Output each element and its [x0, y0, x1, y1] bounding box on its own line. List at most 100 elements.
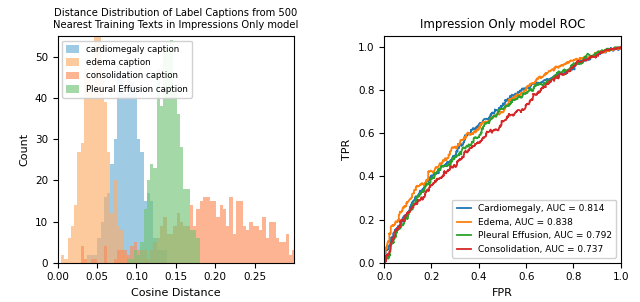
Pleural Effusion, AUC = 0.792 — [598, 49, 605, 52]
Bar — [183, 189, 186, 263]
Consolidation, AUC = 0.737 — [388, 241, 396, 244]
Bar — [150, 164, 154, 263]
Bar — [94, 259, 97, 263]
Pleural Effusion, AUC = 0.792 — [411, 202, 419, 206]
Bar — [213, 201, 216, 263]
Bar — [279, 242, 282, 263]
Bar — [163, 250, 166, 263]
Bar — [160, 106, 163, 263]
Bar — [140, 242, 143, 263]
Bar — [166, 234, 170, 263]
Bar — [137, 139, 140, 263]
Cardiomegaly, AUC = 0.814 — [600, 50, 607, 54]
Bar — [177, 213, 180, 263]
Bar — [127, 57, 131, 263]
Bar — [81, 143, 84, 263]
Bar — [150, 201, 154, 263]
Bar — [166, 49, 170, 263]
Bar — [91, 259, 94, 263]
Title: Distance Distribution of Label Captions from 500
Nearest Training Texts in Impre: Distance Distribution of Label Captions … — [53, 8, 299, 30]
Y-axis label: TPR: TPR — [342, 139, 353, 160]
Bar — [137, 255, 140, 263]
Bar — [229, 197, 233, 263]
Consolidation, AUC = 0.737 — [617, 45, 625, 49]
Bar — [91, 255, 94, 263]
Bar — [124, 250, 127, 263]
Bar — [276, 238, 279, 263]
Consolidation, AUC = 0.737 — [380, 261, 388, 265]
Bar — [134, 86, 137, 263]
Pleural Effusion, AUC = 0.792 — [380, 261, 388, 265]
Cardiomegaly, AUC = 0.814 — [380, 261, 388, 265]
Bar — [134, 250, 137, 263]
Bar — [196, 209, 200, 263]
Bar — [203, 197, 206, 263]
Bar — [273, 222, 276, 263]
Bar — [256, 226, 259, 263]
Bar — [120, 77, 124, 263]
Bar — [200, 201, 203, 263]
Bar — [233, 234, 236, 263]
Bar — [111, 213, 114, 263]
Bar — [117, 250, 120, 263]
Bar — [74, 205, 77, 263]
Edema, AUC = 0.838 — [552, 66, 560, 69]
Bar — [114, 180, 117, 263]
Bar — [259, 230, 262, 263]
Bar — [173, 226, 177, 263]
Bar — [147, 193, 150, 263]
Bar — [94, 255, 97, 263]
Bar — [223, 209, 226, 263]
Line: Edema, AUC = 0.838: Edema, AUC = 0.838 — [384, 47, 621, 263]
Consolidation, AUC = 0.737 — [549, 77, 557, 81]
Bar — [91, 90, 94, 263]
Bar — [285, 234, 289, 263]
Bar — [64, 259, 67, 263]
Bar — [143, 250, 147, 263]
Bar — [84, 259, 87, 263]
Title: Impression Only model ROC: Impression Only model ROC — [420, 18, 585, 31]
Consolidation, AUC = 0.737 — [413, 202, 420, 206]
Bar — [124, 94, 127, 263]
Bar — [180, 147, 183, 263]
Bar — [107, 152, 111, 263]
Bar — [117, 226, 120, 263]
Bar — [289, 255, 292, 263]
Bar — [193, 226, 196, 263]
Bar — [190, 230, 193, 263]
Pleural Effusion, AUC = 0.792 — [548, 77, 556, 81]
Bar — [143, 209, 147, 263]
Bar — [104, 246, 107, 263]
Bar — [84, 69, 87, 263]
Bar — [160, 226, 163, 263]
Bar — [154, 168, 157, 263]
Bar — [143, 201, 147, 263]
Edema, AUC = 0.838 — [598, 50, 606, 54]
Bar — [210, 201, 213, 263]
Bar — [143, 259, 147, 263]
Bar — [269, 222, 273, 263]
Bar — [104, 102, 107, 263]
Bar — [239, 201, 243, 263]
Pleural Effusion, AUC = 0.792 — [557, 71, 565, 75]
Bar — [150, 250, 154, 263]
Bar — [131, 82, 134, 263]
Bar — [190, 205, 193, 263]
Bar — [154, 242, 157, 263]
Cardiomegaly, AUC = 0.814 — [617, 45, 625, 49]
Bar — [246, 230, 249, 263]
Bar — [196, 238, 200, 263]
Bar — [253, 226, 256, 263]
X-axis label: FPR: FPR — [492, 288, 513, 298]
Pleural Effusion, AUC = 0.792 — [388, 241, 396, 244]
Bar — [170, 40, 173, 263]
Consolidation, AUC = 0.737 — [598, 51, 606, 54]
Bar — [81, 246, 84, 263]
Line: Pleural Effusion, AUC = 0.792: Pleural Effusion, AUC = 0.792 — [384, 47, 621, 263]
Bar — [134, 259, 137, 263]
Edema, AUC = 0.838 — [617, 45, 625, 49]
Bar — [61, 255, 64, 263]
Bar — [114, 139, 117, 263]
Bar — [94, 28, 97, 263]
Bar — [157, 238, 160, 263]
